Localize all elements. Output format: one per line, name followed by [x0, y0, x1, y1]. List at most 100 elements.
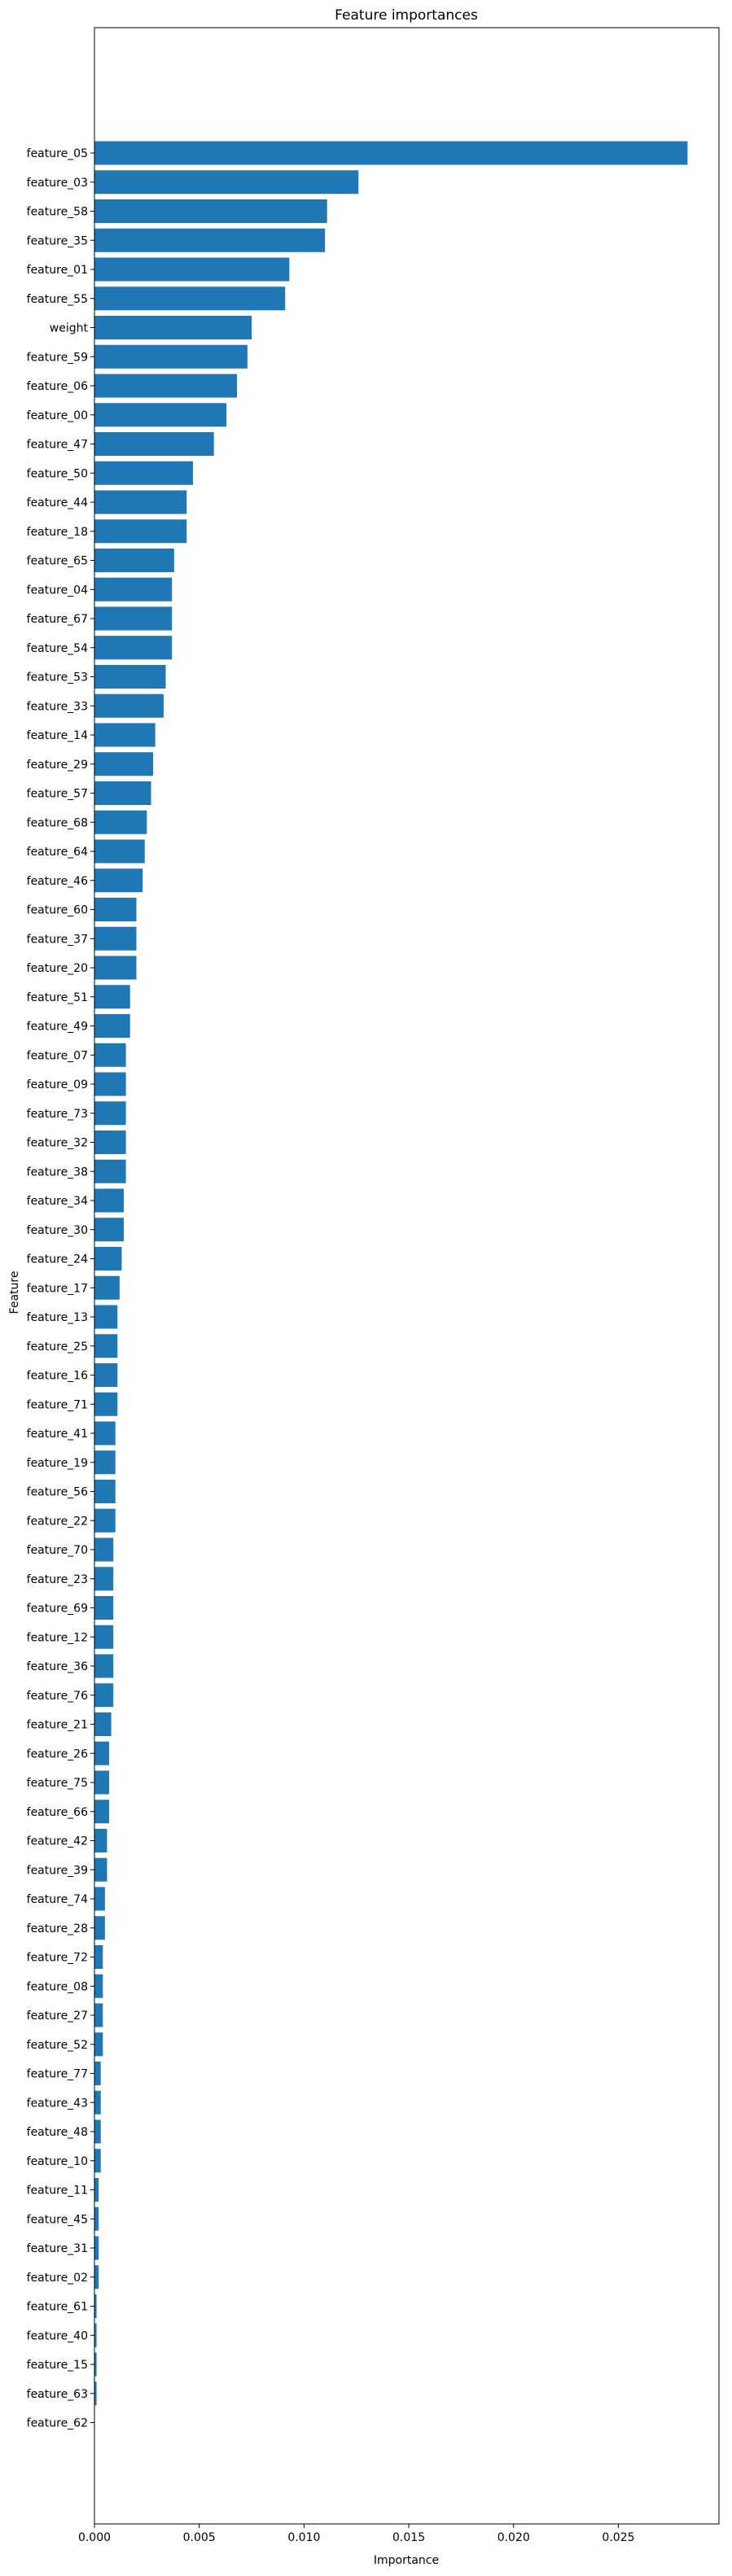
y-tick-label: feature_06	[27, 380, 88, 393]
y-tick-label: feature_64	[27, 846, 88, 859]
y-tick-label: feature_55	[27, 293, 88, 306]
y-tick-label: feature_23	[27, 1573, 88, 1586]
y-tick-label: feature_39	[27, 1864, 88, 1877]
bar-feature-42	[94, 1829, 107, 1852]
y-tick-label: feature_76	[27, 1690, 88, 1703]
y-tick-label: feature_50	[27, 467, 88, 480]
y-tick-label: feature_44	[27, 496, 88, 510]
bar-feature-29	[94, 752, 154, 776]
y-tick-label: feature_62	[27, 2417, 88, 2430]
bar-feature-40	[94, 2323, 97, 2347]
plot-frame	[94, 27, 720, 2525]
y-tick-label: feature_27	[27, 2010, 88, 2023]
bars-group	[94, 141, 688, 2406]
y-tick-label: feature_72	[27, 1952, 88, 1965]
bar-feature-38	[94, 1159, 126, 1183]
x-tick-label: 0.025	[602, 2531, 634, 2544]
y-tick-label: feature_24	[27, 1253, 88, 1266]
bar-feature-41	[94, 1421, 116, 1445]
bar-feature-33	[94, 693, 164, 718]
bar-feature-32	[94, 1131, 126, 1154]
bar-feature-66	[94, 1800, 110, 1824]
y-tick-label: feature_61	[27, 2301, 88, 2314]
y-tick-label: feature_73	[27, 1108, 88, 1121]
bar-feature-37	[94, 926, 137, 951]
bar-feature-47	[94, 432, 214, 456]
y-tick-label: feature_26	[27, 1747, 88, 1760]
y-tick-label: feature_42	[27, 1835, 88, 1848]
y-tick-label: feature_03	[27, 177, 88, 190]
chart-title: Feature importances	[335, 7, 478, 24]
bar-feature-63	[94, 2381, 97, 2406]
y-tick-label: feature_02	[27, 2272, 88, 2285]
bar-feature-58	[94, 199, 327, 223]
bar-feature-74	[94, 1887, 105, 1911]
y-tick-label: feature_52	[27, 2039, 88, 2052]
y-tick-label: feature_04	[27, 584, 88, 597]
y-tick-label: feature_51	[27, 991, 88, 1004]
bar-feature-52	[94, 2032, 103, 2057]
bar-feature-16	[94, 1363, 118, 1387]
x-tick-label: 0.010	[287, 2531, 320, 2544]
y-tick-label: feature_33	[27, 700, 88, 713]
y-tick-label: feature_01	[27, 264, 88, 277]
y-tick-label: feature_65	[27, 555, 88, 568]
y-tick-label: feature_07	[27, 1049, 88, 1062]
bar-feature-48	[94, 2119, 101, 2144]
y-tick-label: feature_11	[27, 2185, 88, 2198]
y-tick-label: feature_41	[27, 1428, 88, 1441]
bar-feature-77	[94, 2062, 101, 2085]
y-tick-label: feature_43	[27, 2097, 88, 2110]
bar-feature-20	[94, 956, 137, 980]
bar-feature-49	[94, 1014, 130, 1038]
bar-feature-76	[94, 1683, 114, 1708]
y-tick-label: feature_66	[27, 1806, 88, 1819]
bar-feature-36	[94, 1654, 114, 1678]
y-tick-label: feature_59	[27, 351, 88, 364]
bar-feature-08	[94, 1974, 103, 1998]
y-tick-label: feature_20	[27, 962, 88, 975]
bar-feature-75	[94, 1770, 110, 1795]
bar-feature-01	[94, 257, 290, 282]
y-tick-label: feature_56	[27, 1486, 88, 1499]
y-tick-label: feature_48	[27, 2126, 88, 2139]
x-ticks-group: 0.000 0.005 0.010 0.015 0.020 0.025	[78, 2524, 635, 2544]
bar-feature-19	[94, 1450, 116, 1475]
y-tick-label: feature_68	[27, 816, 88, 829]
y-tick-label: feature_18	[27, 526, 88, 539]
y-tick-label: feature_17	[27, 1282, 88, 1295]
y-tick-label: feature_69	[27, 1603, 88, 1616]
y-tick-label: feature_09	[27, 1078, 88, 1091]
bar-feature-55	[94, 286, 286, 311]
bar-feature-12	[94, 1625, 114, 1649]
bar-feature-57	[94, 781, 151, 805]
bar-feature-54	[94, 636, 173, 660]
bar-feature-27	[94, 2003, 103, 2027]
y-axis-label: Feature	[8, 1271, 21, 1314]
bar-feature-68	[94, 810, 147, 834]
bar-feature-17	[94, 1275, 120, 1300]
y-tick-label: feature_19	[27, 1457, 88, 1470]
bar-feature-24	[94, 1247, 122, 1271]
bar-feature-06	[94, 374, 238, 398]
y-tick-label: feature_16	[27, 1370, 88, 1383]
y-tick-label: feature_13	[27, 1311, 88, 1324]
bar-feature-67	[94, 606, 173, 631]
y-tick-label: weight	[50, 322, 89, 335]
y-tick-label: feature_71	[27, 1398, 88, 1411]
bar-feature-02	[94, 2265, 99, 2290]
y-tick-label: feature_21	[27, 1719, 88, 1732]
y-tick-label: feature_31	[27, 2242, 88, 2255]
x-tick-label: 0.020	[497, 2531, 530, 2544]
y-tick-label: feature_32	[27, 1137, 88, 1150]
bar-feature-31	[94, 2236, 99, 2260]
bar-feature-25	[94, 1334, 118, 1358]
y-tick-label: feature_57	[27, 788, 88, 801]
bar-feature-71	[94, 1392, 118, 1416]
y-tick-label: feature_00	[27, 409, 88, 422]
bar-weight	[94, 316, 252, 339]
y-tick-label: feature_36	[27, 1660, 88, 1673]
bar-feature-46	[94, 868, 143, 893]
y-tick-label: feature_74	[27, 1893, 88, 1906]
